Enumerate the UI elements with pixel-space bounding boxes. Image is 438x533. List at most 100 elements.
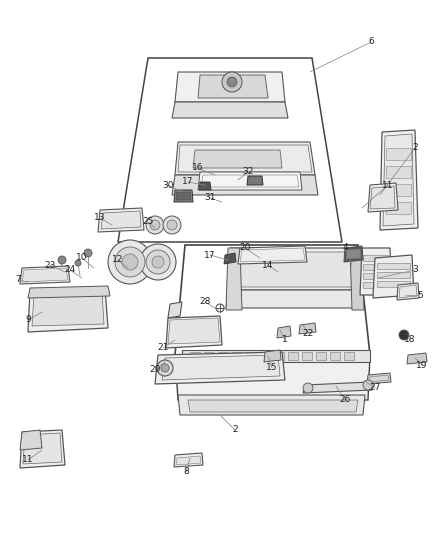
Polygon shape [380,130,418,230]
Circle shape [75,260,81,266]
Polygon shape [218,352,228,360]
Text: 20: 20 [239,244,251,253]
Polygon shape [174,453,203,467]
Text: 29: 29 [149,366,161,375]
Circle shape [157,360,173,376]
Polygon shape [233,252,353,287]
Polygon shape [316,352,326,360]
Text: 5: 5 [417,290,423,300]
Polygon shape [172,102,288,118]
Polygon shape [277,326,291,338]
Text: 25: 25 [142,217,154,227]
Polygon shape [174,190,193,202]
Circle shape [140,244,176,280]
Polygon shape [226,248,242,310]
Polygon shape [399,285,417,298]
Text: 17: 17 [204,251,216,260]
Polygon shape [360,248,392,295]
Polygon shape [303,382,372,393]
Text: 11: 11 [22,456,34,464]
Polygon shape [182,350,370,362]
Polygon shape [101,211,141,229]
Text: 6: 6 [368,37,374,46]
Text: 31: 31 [204,193,216,203]
Polygon shape [168,302,182,318]
Polygon shape [346,249,361,259]
Polygon shape [386,202,411,214]
Polygon shape [193,150,282,168]
Polygon shape [299,323,316,334]
Text: 14: 14 [262,261,274,270]
Text: 17: 17 [182,177,194,187]
Polygon shape [350,248,364,310]
Polygon shape [386,148,411,160]
Text: 3: 3 [412,265,418,274]
Polygon shape [224,253,236,264]
Text: 2: 2 [232,425,238,434]
Polygon shape [232,352,242,360]
Polygon shape [386,166,411,178]
Circle shape [150,220,160,230]
Circle shape [303,383,313,393]
Circle shape [146,216,164,234]
Text: 21: 21 [157,343,169,352]
Polygon shape [176,456,201,465]
Polygon shape [367,373,391,384]
Text: 24: 24 [64,265,76,274]
Polygon shape [407,353,427,364]
Text: 10: 10 [76,254,88,262]
Polygon shape [363,273,388,279]
Circle shape [58,256,66,264]
Polygon shape [20,430,42,450]
Text: 15: 15 [266,364,278,373]
Polygon shape [176,192,191,200]
Polygon shape [363,282,388,288]
Text: 7: 7 [15,276,21,285]
Polygon shape [386,184,411,196]
Polygon shape [363,264,388,270]
Polygon shape [397,283,419,300]
Polygon shape [363,255,388,261]
Polygon shape [260,352,270,360]
Text: 30: 30 [162,181,174,190]
Text: 28: 28 [199,297,211,306]
Polygon shape [20,430,65,468]
Polygon shape [22,268,68,282]
Polygon shape [32,292,104,326]
Polygon shape [199,182,211,190]
Polygon shape [247,176,263,185]
Text: 18: 18 [404,335,416,344]
Polygon shape [288,352,298,360]
Text: 4: 4 [342,244,348,253]
Circle shape [115,247,145,277]
Polygon shape [178,395,365,415]
Polygon shape [377,281,410,287]
Polygon shape [198,172,302,190]
Circle shape [363,380,373,390]
Circle shape [167,220,177,230]
Polygon shape [370,186,395,209]
Circle shape [152,256,164,268]
Polygon shape [383,134,414,226]
Polygon shape [226,290,360,308]
Polygon shape [98,208,144,232]
Circle shape [161,364,169,372]
Text: 22: 22 [302,328,314,337]
Polygon shape [238,246,307,264]
Polygon shape [246,352,256,360]
Polygon shape [274,352,284,360]
Polygon shape [228,248,358,290]
Text: 2: 2 [412,143,418,152]
Text: 32: 32 [242,167,254,176]
Polygon shape [155,352,285,384]
Polygon shape [175,142,315,175]
Polygon shape [369,375,389,382]
Circle shape [399,330,409,340]
Text: 26: 26 [339,395,351,405]
Circle shape [227,77,237,87]
Polygon shape [198,75,268,98]
Polygon shape [302,352,312,360]
Circle shape [108,240,152,284]
Polygon shape [162,355,280,380]
Text: 19: 19 [416,360,428,369]
